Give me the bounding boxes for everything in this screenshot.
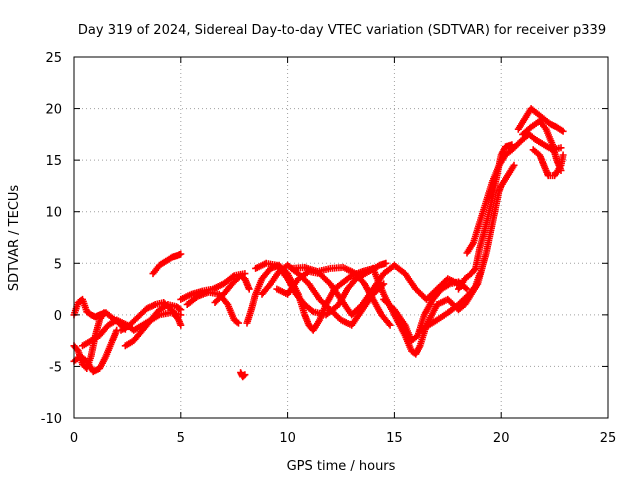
y-tick-label: -10 <box>41 412 62 427</box>
y-tick-label: 20 <box>45 103 62 118</box>
x-tick-label: 20 <box>493 431 510 446</box>
series-trace-15 <box>288 263 394 329</box>
x-tick-label: 5 <box>177 431 185 446</box>
data-marker-plus <box>514 105 567 135</box>
plot-frame <box>73 56 609 419</box>
series-trace-22 <box>463 146 516 257</box>
data-marker-plus <box>237 369 249 381</box>
data-marker-plus <box>529 146 567 180</box>
y-tick-label: 5 <box>54 257 62 272</box>
data-marker-plus <box>433 161 518 314</box>
x-tick-label: 0 <box>70 431 78 446</box>
series-trace-21 <box>455 141 516 293</box>
series-trace-26 <box>529 146 567 180</box>
x-axis-label: GPS time / hours <box>287 459 396 474</box>
data-marker-plus <box>117 299 185 334</box>
data-marker-plus <box>149 250 185 278</box>
data-marker-plus <box>455 141 516 293</box>
y-tick-label: 10 <box>45 206 62 221</box>
x-tick-label: 25 <box>600 431 617 446</box>
axis-ticks: 0 5 10 15 20 25 -10 -5 0 5 10 15 20 25 <box>41 51 617 446</box>
data-series <box>70 105 567 381</box>
data-marker-plus <box>463 146 516 257</box>
y-tick-label: 0 <box>54 309 62 324</box>
series-trace-11 <box>237 369 249 381</box>
series-trace-6 <box>117 299 185 334</box>
x-tick-label: 15 <box>386 431 403 446</box>
series-trace-20 <box>433 161 518 314</box>
data-marker-plus <box>288 263 394 329</box>
x-tick-label: 10 <box>279 431 296 446</box>
chart-title: Day 319 of 2024, Sidereal Day-to-day VTE… <box>78 23 606 38</box>
y-axis-label: SDTVAR / TECUs <box>7 185 22 292</box>
y-tick-label: 15 <box>45 154 62 169</box>
y-tick-label: 25 <box>45 51 62 66</box>
series-trace-10 <box>211 272 253 306</box>
y-tick-label: -5 <box>49 360 62 375</box>
series-trace-7 <box>149 250 185 278</box>
series-trace-24 <box>514 105 567 135</box>
data-marker-plus <box>211 272 253 306</box>
